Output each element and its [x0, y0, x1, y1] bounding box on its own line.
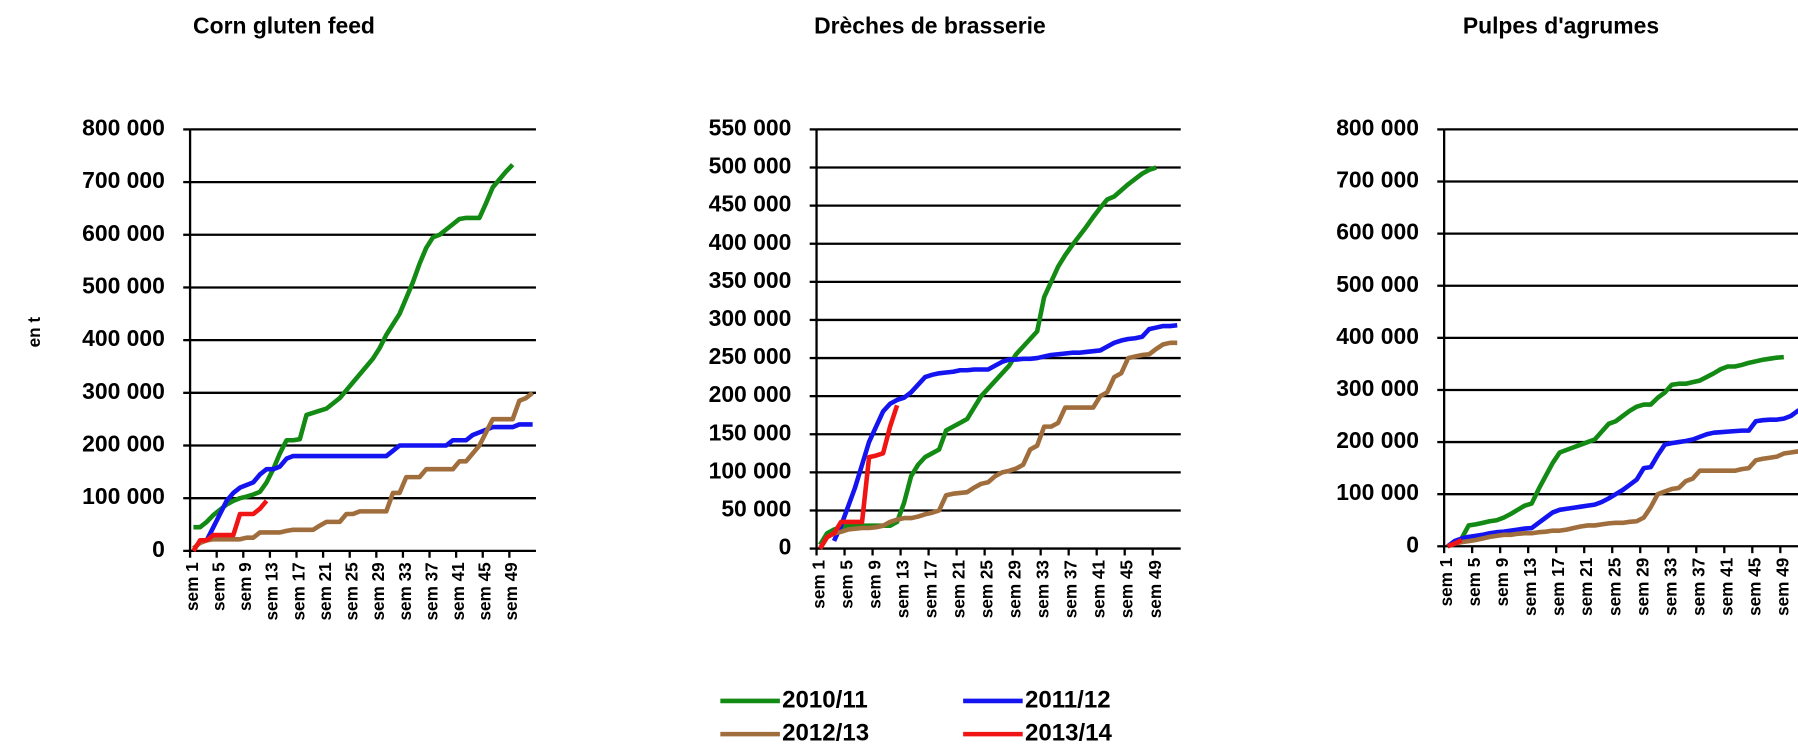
x-tick-label: sem 1: [809, 560, 829, 609]
series-line: [204, 422, 533, 542]
x-tick-label: sem 45: [475, 562, 495, 621]
x-tick-label: sem 17: [921, 560, 941, 618]
x-tick-label: sem 29: [1005, 560, 1025, 618]
series-line: [818, 340, 1178, 550]
y-tick-label: 300 000: [82, 378, 165, 404]
series-line: [1446, 538, 1463, 549]
y-tick-label: 600 000: [1336, 219, 1419, 245]
y-tick-label: 0: [1406, 531, 1419, 557]
y-tick-label: 400 000: [709, 229, 792, 255]
y-tick-label: 800 000: [82, 114, 165, 140]
x-tick-label: sem 13: [262, 562, 282, 620]
x-tick-label: sem 41: [1716, 557, 1736, 616]
x-tick-label: sem 5: [1464, 557, 1484, 606]
y-tick-label: 700 000: [82, 167, 165, 193]
x-tick-label: sem 9: [1492, 558, 1512, 607]
y-tick-label: 100 000: [709, 457, 792, 483]
y-tick-label: 200 000: [1336, 427, 1419, 453]
x-tick-label: sem 29: [1632, 558, 1652, 616]
x-tick-label: sem 9: [235, 562, 255, 611]
series-line: [191, 391, 535, 551]
y-tick-label: 200 000: [82, 431, 165, 457]
x-tick-label: sem 37: [1688, 558, 1708, 616]
x-tick-label: sem 37: [421, 562, 441, 620]
y-tick-label: 400 000: [82, 325, 165, 351]
legend-label: 2011/12: [1025, 686, 1111, 713]
x-tick-label: sem 29: [368, 562, 388, 620]
x-tick-label: sem 25: [342, 562, 362, 621]
y-tick-label: 500 000: [709, 153, 792, 179]
x-tick-label: sem 25: [1604, 557, 1624, 616]
x-tick-label: sem 41: [448, 562, 468, 621]
x-tick-label: sem 1: [1436, 557, 1456, 606]
x-tick-label: sem 13: [893, 560, 913, 618]
y-tick-label: 400 000: [1336, 323, 1419, 349]
series-line: [831, 322, 1178, 542]
x-tick-label: sem 5: [837, 560, 857, 609]
x-tick-label: sem 33: [1660, 558, 1680, 616]
x-tick-label: sem 49: [1772, 558, 1792, 616]
series-line: [1446, 408, 1798, 549]
y-tick-label: 350 000: [709, 267, 792, 293]
y-tick-label: 250 000: [709, 343, 792, 369]
y-tick-label: 600 000: [82, 220, 165, 246]
chart-title: Pulpes d'agrumes: [1463, 13, 1659, 39]
x-tick-label: sem 21: [949, 560, 969, 619]
legend-label: 2013/14: [1025, 719, 1113, 746]
y-tick-label: 150 000: [709, 419, 792, 445]
x-tick-label: sem 33: [395, 562, 415, 620]
series-line: [1446, 449, 1798, 549]
y-axis-label: en t: [24, 317, 44, 348]
series-line: [818, 165, 1157, 546]
series-line: [191, 499, 269, 553]
x-tick-label: sem 25: [977, 560, 997, 619]
y-tick-label: 500 000: [1336, 271, 1419, 297]
x-tick-label: sem 17: [288, 562, 308, 620]
x-tick-label: sem 9: [865, 560, 885, 609]
y-tick-label: 450 000: [709, 191, 792, 217]
x-tick-label: sem 21: [1576, 557, 1596, 616]
x-tick-label: sem 5: [209, 562, 229, 611]
y-tick-label: 50 000: [721, 496, 791, 522]
x-tick-label: sem 13: [1520, 558, 1540, 616]
y-tick-label: 100 000: [1336, 479, 1419, 505]
x-tick-label: sem 41: [1089, 560, 1109, 619]
y-tick-label: 100 000: [82, 483, 165, 509]
y-tick-label: 550 000: [709, 114, 792, 140]
y-tick-label: 300 000: [1336, 375, 1419, 401]
y-tick-label: 500 000: [82, 273, 165, 299]
series-line: [193, 163, 515, 530]
x-tick-label: sem 37: [1061, 560, 1081, 618]
y-tick-label: 800 000: [1336, 114, 1419, 140]
x-tick-label: sem 49: [1145, 560, 1165, 618]
legend-label: 2010/11: [782, 686, 868, 713]
y-tick-label: 0: [779, 534, 792, 560]
x-tick-label: sem 1: [182, 562, 202, 611]
y-tick-label: 700 000: [1336, 167, 1419, 193]
x-tick-label: sem 17: [1548, 558, 1568, 616]
x-tick-label: sem 21: [315, 562, 335, 621]
y-tick-label: 0: [152, 536, 165, 562]
series-line: [1446, 354, 1784, 549]
chart-title: Corn gluten feed: [193, 13, 375, 39]
x-tick-label: sem 33: [1033, 560, 1053, 618]
legend-label: 2012/13: [782, 719, 869, 746]
y-tick-label: 300 000: [709, 305, 792, 331]
x-tick-label: sem 49: [501, 562, 521, 620]
y-tick-label: 200 000: [709, 381, 792, 407]
x-tick-label: sem 45: [1744, 557, 1764, 616]
series-line: [818, 404, 900, 550]
x-tick-label: sem 45: [1117, 560, 1137, 619]
chart-title: Drèches de brasserie: [814, 13, 1046, 39]
